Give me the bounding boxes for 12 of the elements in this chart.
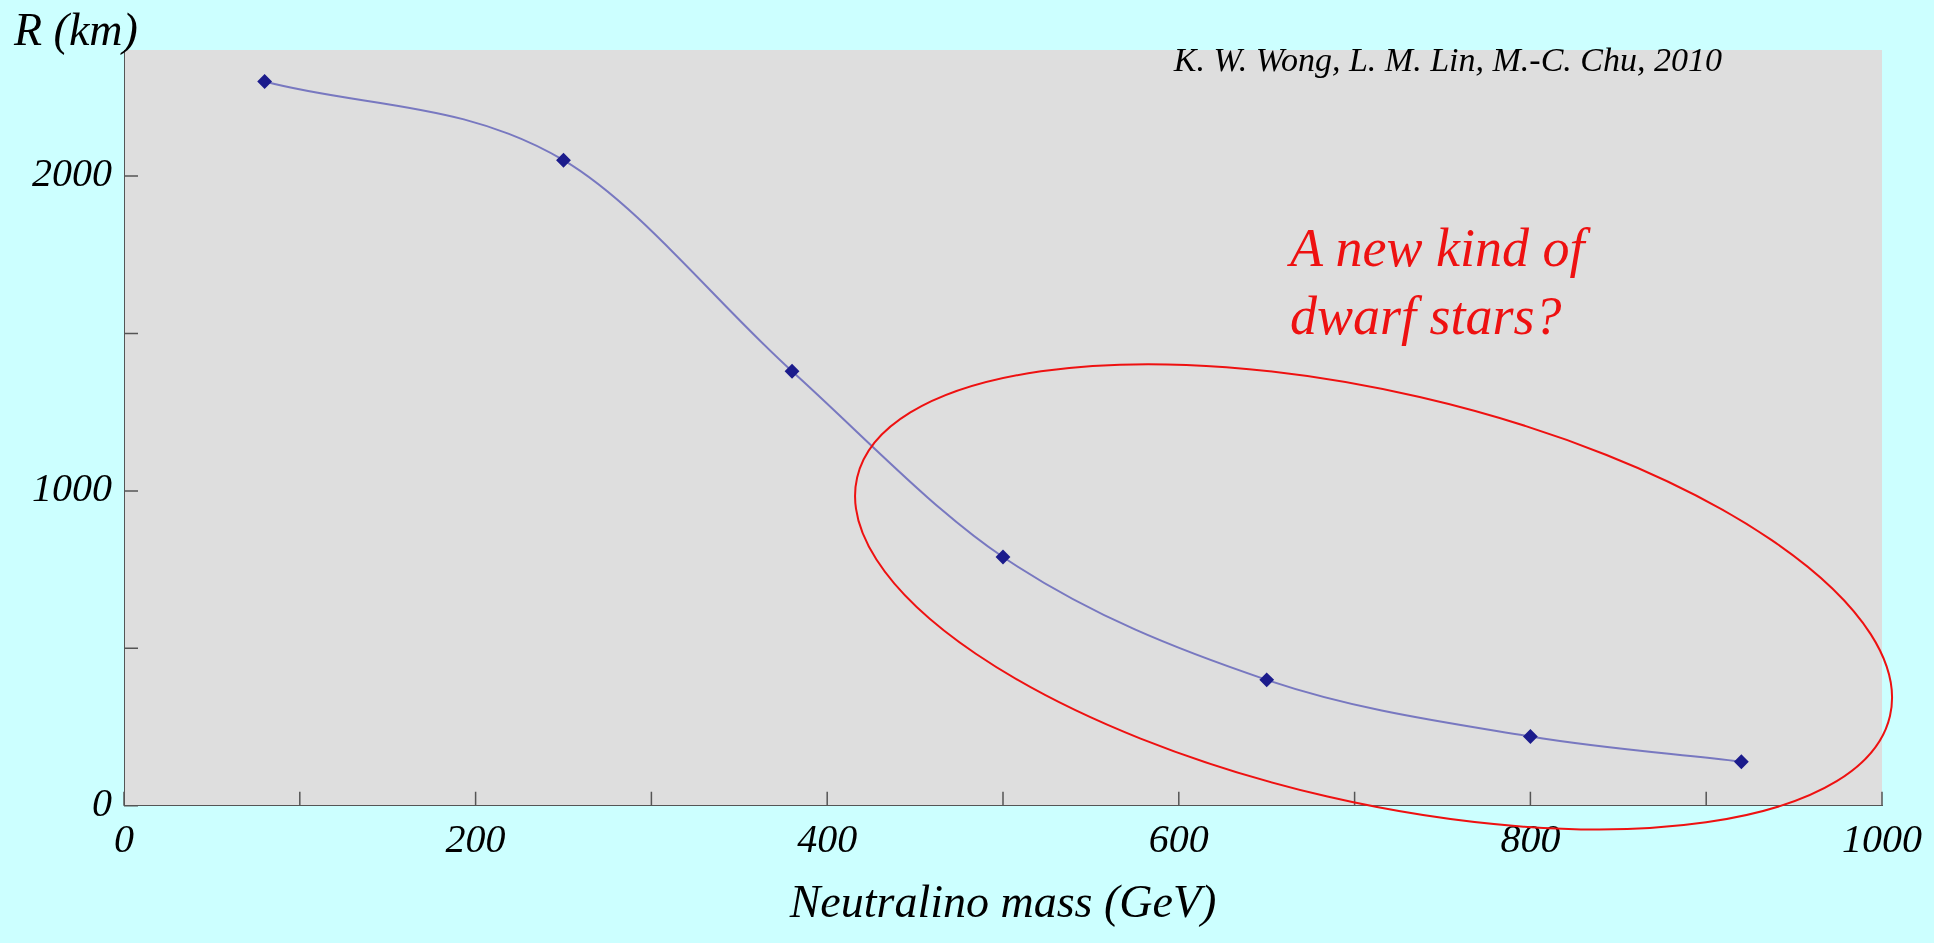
annotation: K. W. Wong, L. M. Lin, M.-C. Chu, 2010	[1172, 40, 1722, 78]
y-tick-label: 2000	[32, 150, 112, 196]
annotation: A new kind of dwarf stars?	[1287, 218, 1592, 347]
x-axis-title: Neutralino mass (GeV)	[788, 876, 1217, 928]
y-tick-label: 0	[92, 780, 112, 826]
y-axis-title: R (km)	[13, 4, 138, 56]
x-tick-label: 600	[1148, 816, 1209, 862]
x-tick-label: 200	[445, 816, 506, 862]
x-tick-label: 800	[1500, 816, 1561, 862]
x-tick-label: 400	[797, 816, 858, 862]
y-tick-label: 1000	[32, 465, 112, 511]
x-tick-label: 1000	[1842, 816, 1922, 862]
